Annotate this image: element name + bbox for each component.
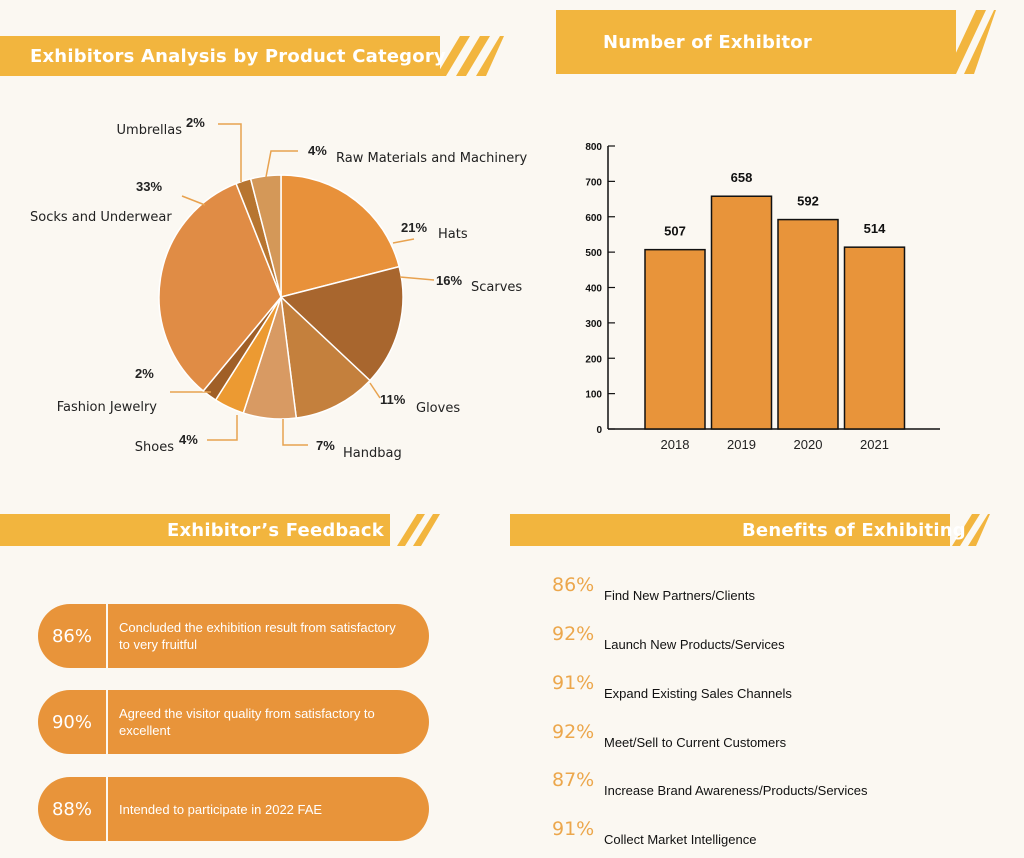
pie-slice-hats xyxy=(280,174,401,298)
benefit-label: Collect Market Intelligence xyxy=(604,832,757,847)
stripes-decoration-icon xyxy=(397,514,440,546)
x-tick-label: 2020 xyxy=(794,437,823,452)
pill-divider xyxy=(106,604,108,668)
benefits-section-title: Benefits of Exhibiting xyxy=(742,519,966,541)
x-tick-label: 2019 xyxy=(727,437,756,452)
benefit-percent: 86% xyxy=(552,574,595,596)
leader-line xyxy=(207,415,238,441)
y-tick-label: 500 xyxy=(585,248,602,259)
leader-line xyxy=(265,150,298,178)
pie-percent-label: 21% xyxy=(401,220,427,235)
benefit-item: 87% Increase Brand Awareness/Products/Se… xyxy=(552,769,992,809)
y-tick-label: 700 xyxy=(585,177,602,188)
y-tick-label: 0 xyxy=(596,425,602,436)
bar-2021 xyxy=(843,246,906,430)
benefits-section-header: Benefits of Exhibiting xyxy=(510,514,990,546)
bar-2018 xyxy=(644,248,706,430)
benefit-label: Expand Existing Sales Channels xyxy=(604,686,792,701)
benefit-label: Launch New Products/Services xyxy=(604,637,785,652)
feedback-text: Intended to participate in 2022 FAE xyxy=(119,801,323,817)
benefit-percent: 91% xyxy=(552,818,595,840)
leader-line xyxy=(181,195,206,206)
pie-slice-scarves xyxy=(279,265,404,382)
bar-value-label: 507 xyxy=(664,224,686,239)
feedback-text: Agreed the visitor quality from satisfac… xyxy=(119,706,375,738)
benefit-item: 86% Find New Partners/Clients xyxy=(552,574,992,614)
pie-category-label: Scarves xyxy=(471,280,522,295)
benefit-percent: 92% xyxy=(552,721,595,743)
feedback-percent: 86% xyxy=(51,625,92,647)
leader-line xyxy=(392,238,415,244)
pill-divider xyxy=(106,690,108,754)
exhibitor-bar-chart: 0 100 200 300 400 500 600 700 800 507 2018 658 2019 5… xyxy=(585,142,940,452)
feedback-text: Concluded the exhibition result from sat… xyxy=(119,620,396,652)
pie-slice-gloves xyxy=(279,295,371,419)
pie-category-label: Raw Materials and Machinery xyxy=(336,151,528,166)
y-tick-label: 300 xyxy=(585,319,602,330)
pie-category-label: Handbag xyxy=(343,446,402,461)
stripes-decoration-icon xyxy=(946,10,996,74)
y-tick-label: 600 xyxy=(585,213,602,224)
header-bar xyxy=(0,36,440,76)
benefit-percent: 87% xyxy=(552,769,595,791)
pill-divider xyxy=(106,777,108,841)
pie-category-label: Socks and Underwear xyxy=(30,210,172,225)
benefit-label: Meet/Sell to Current Customers xyxy=(604,735,787,750)
benefit-percent: 92% xyxy=(552,623,595,645)
header-bar xyxy=(510,514,950,546)
benefit-item: 91% Collect Market Intelligence xyxy=(552,818,992,858)
leader-line xyxy=(399,276,435,281)
pie-percent-label: 33% xyxy=(136,179,162,194)
stripes-decoration-icon xyxy=(952,514,990,546)
bar-value-label: 514 xyxy=(864,221,886,236)
y-tick-label: 200 xyxy=(585,354,602,365)
stripes-decoration-icon xyxy=(436,36,504,76)
benefit-label: Increase Brand Awareness/Products/Servic… xyxy=(604,783,868,798)
bar-section-header: Number of Exhibitor xyxy=(556,10,996,74)
pie-percent-label: 4% xyxy=(308,143,327,158)
category-pie-chart: 21% Hats 16% Scarves 11% Gloves 7% Handbag 4% Sho… xyxy=(30,115,528,461)
feedback-item: 90% Agreed the visitor quality from sati… xyxy=(38,690,429,754)
pie-percent-label: 16% xyxy=(436,273,462,288)
x-tick-label: 2018 xyxy=(661,437,690,452)
pie-percent-label: 7% xyxy=(316,438,335,453)
benefit-percent: 91% xyxy=(552,672,595,694)
y-tick-label: 400 xyxy=(585,284,602,295)
feedback-item: 88% Intended to participate in 2022 FAE xyxy=(38,777,429,841)
pie-category-label: Hats xyxy=(438,227,468,242)
pie-percent-label: 2% xyxy=(135,366,154,381)
pie-category-label: Gloves xyxy=(416,401,460,416)
y-tick-label: 100 xyxy=(585,390,602,401)
feedback-item: 86% Concluded the exhibition result from… xyxy=(38,604,429,668)
pie-slice-socks-and-underwear xyxy=(158,182,282,393)
pie-category-label: Shoes xyxy=(135,440,174,455)
y-tick-label: 800 xyxy=(585,142,602,153)
pie-section-header: Exhibitors Analysis by Product Category xyxy=(0,36,504,76)
header-bar xyxy=(0,514,390,546)
bar-value-label: 592 xyxy=(797,194,819,209)
bar-section-title: Number of Exhibitor xyxy=(603,31,812,53)
benefit-label: Find New Partners/Clients xyxy=(604,588,755,603)
bar-2020 xyxy=(777,218,839,430)
feedback-section-title: Exhibitor’s Feedback xyxy=(167,519,384,541)
feedback-section-header: Exhibitor’s Feedback xyxy=(0,514,440,546)
leader-line xyxy=(218,123,242,182)
benefit-item: 91% Expand Existing Sales Channels xyxy=(552,672,992,712)
benefit-item: 92% Launch New Products/Services xyxy=(552,623,992,663)
leader-line xyxy=(369,382,381,399)
feedback-percent: 88% xyxy=(51,798,92,820)
header-bar xyxy=(556,10,956,74)
pie-category-label: Umbrellas xyxy=(117,123,183,138)
feedback-percent: 90% xyxy=(51,711,92,733)
pie-percent-label: 2% xyxy=(186,115,205,130)
bar-value-label: 658 xyxy=(731,170,753,185)
bar-2019 xyxy=(710,195,773,430)
x-tick-label: 2021 xyxy=(860,437,889,452)
pie-category-label: Fashion Jewelry xyxy=(57,400,158,415)
benefit-item: 92% Meet/Sell to Current Customers xyxy=(552,721,992,761)
pie-percent-label: 11% xyxy=(380,392,406,407)
leader-line xyxy=(282,419,308,446)
pie-section-title: Exhibitors Analysis by Product Category xyxy=(30,45,446,67)
pie-percent-label: 4% xyxy=(179,432,198,447)
